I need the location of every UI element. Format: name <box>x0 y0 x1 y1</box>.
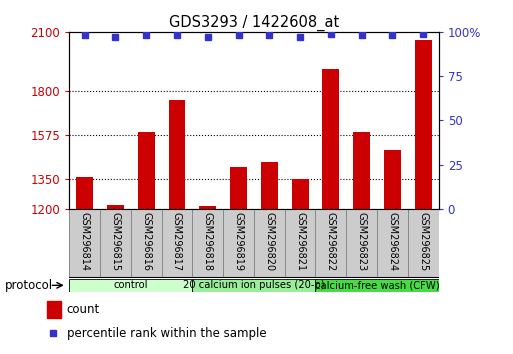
Text: GSM296820: GSM296820 <box>264 212 274 272</box>
Bar <box>353 132 370 209</box>
Bar <box>254 209 285 278</box>
Bar <box>137 132 155 209</box>
Bar <box>192 209 223 278</box>
Bar <box>131 209 162 278</box>
Bar <box>315 279 439 292</box>
Text: GSM296823: GSM296823 <box>357 212 367 272</box>
Bar <box>291 179 308 209</box>
Bar <box>285 209 315 278</box>
Text: 20 calcium ion pulses (20-p): 20 calcium ion pulses (20-p) <box>183 280 325 290</box>
Text: control: control <box>113 280 148 290</box>
Bar <box>384 150 401 209</box>
Text: GSM296819: GSM296819 <box>233 212 244 271</box>
Text: count: count <box>67 303 100 316</box>
Text: GSM296815: GSM296815 <box>110 212 121 272</box>
Bar <box>199 206 216 209</box>
Title: GDS3293 / 1422608_at: GDS3293 / 1422608_at <box>169 14 339 30</box>
Text: GSM296814: GSM296814 <box>80 212 90 271</box>
Bar <box>76 177 93 209</box>
Bar <box>168 100 186 209</box>
Text: GSM296816: GSM296816 <box>141 212 151 271</box>
Bar <box>408 209 439 278</box>
Bar <box>47 301 61 318</box>
Text: GSM296818: GSM296818 <box>203 212 213 271</box>
Text: GSM296821: GSM296821 <box>295 212 305 272</box>
Text: protocol: protocol <box>5 279 53 292</box>
Bar <box>415 40 432 209</box>
Bar <box>230 167 247 209</box>
Bar <box>346 209 377 278</box>
Text: calcium-free wash (CFW): calcium-free wash (CFW) <box>315 280 439 290</box>
Bar <box>69 279 192 292</box>
Bar <box>223 209 254 278</box>
Bar <box>69 209 100 278</box>
Bar <box>377 209 408 278</box>
Bar <box>192 279 315 292</box>
Text: GSM296824: GSM296824 <box>387 212 398 272</box>
Bar <box>107 205 124 209</box>
Bar <box>322 69 340 209</box>
Bar <box>162 209 192 278</box>
Bar <box>261 162 278 209</box>
Text: percentile rank within the sample: percentile rank within the sample <box>67 327 266 340</box>
Text: GSM296825: GSM296825 <box>418 212 428 272</box>
Text: GSM296822: GSM296822 <box>326 212 336 272</box>
Bar <box>100 209 131 278</box>
Text: GSM296817: GSM296817 <box>172 212 182 272</box>
Bar <box>315 209 346 278</box>
